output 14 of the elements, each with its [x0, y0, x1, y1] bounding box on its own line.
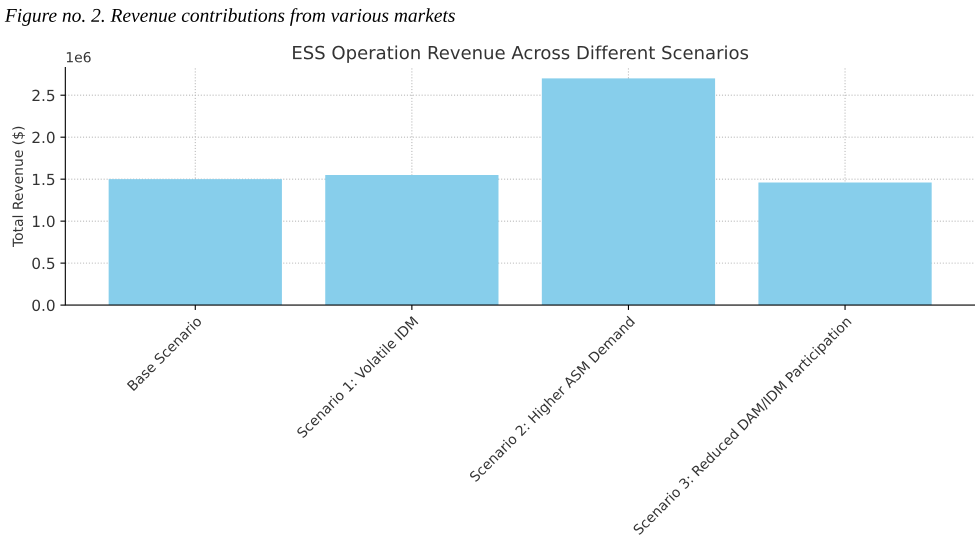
text: Figure no. 2. Revenue contributions from various markets — [4, 8, 455, 26]
y-tick-label: 1.5 — [32, 174, 54, 186]
text: 1e6 — [66, 52, 91, 62]
y-tick-label: 0.0 — [32, 300, 55, 312]
y-tick-label: 1.0 — [32, 216, 55, 228]
bar — [325, 174, 499, 306]
bar — [542, 78, 716, 306]
y-tick-label: 2.0 — [32, 132, 55, 144]
bar — [108, 179, 282, 306]
y-tick-label: 0.5 — [32, 258, 54, 270]
bar — [758, 182, 932, 306]
y-tick-label: 2.5 — [32, 90, 54, 102]
chart-title: ESS Operation Revenue Across Different Scenarios — [293, 45, 748, 63]
y-axis-title: Total Revenue ($) — [12, 126, 25, 248]
